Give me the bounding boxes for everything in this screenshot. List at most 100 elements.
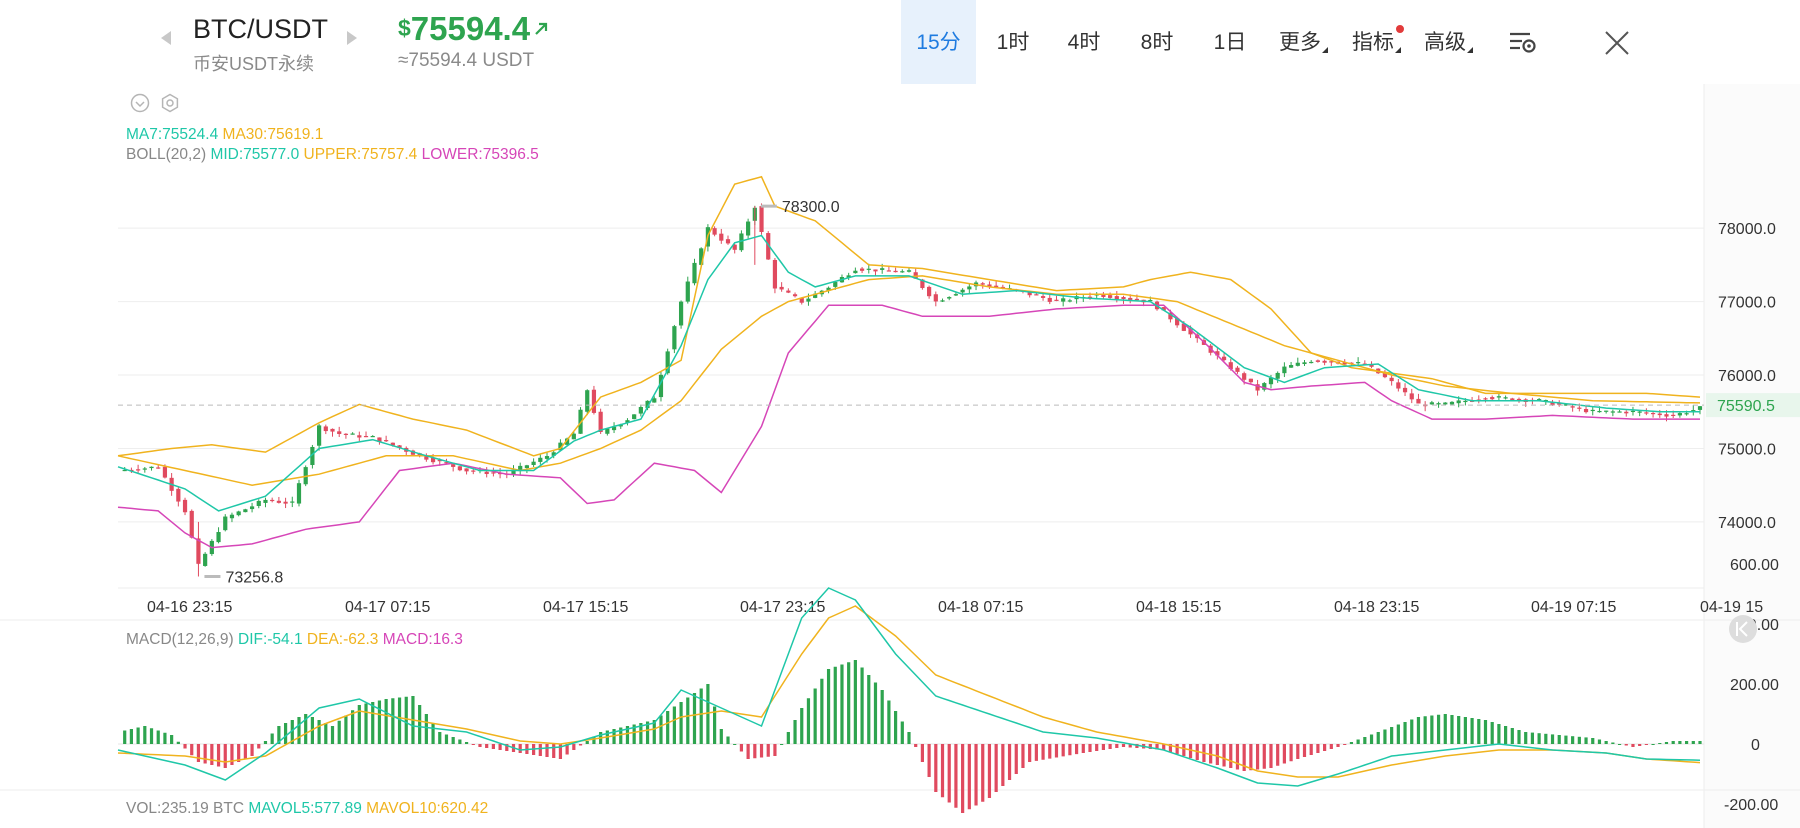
macd-bar [572, 744, 576, 750]
tab-8h[interactable]: 8时 [1140, 31, 1174, 54]
price-tick-label: 77000.0 [1718, 295, 1776, 312]
macd-bar [793, 720, 797, 744]
macd-bar [1081, 744, 1085, 753]
macd-bar [1684, 741, 1689, 744]
candle-body [933, 294, 938, 302]
macd-bar [1443, 714, 1447, 744]
boll-legend: BOLL(20,2) MID:75577.0 UPPER:75757.4 LOW… [126, 146, 539, 164]
macd-bar [545, 744, 549, 757]
macd-bar [1470, 718, 1474, 744]
macd-bar [806, 698, 811, 744]
candle-body [162, 466, 168, 478]
indicators-dropdown-icon [1395, 47, 1401, 53]
macd-bar [1664, 742, 1669, 744]
tab-15m[interactable]: 15分 [901, 0, 976, 84]
candle-body [1329, 361, 1334, 363]
candle-body [1483, 398, 1488, 400]
candle-body [591, 389, 597, 413]
collapse-icon-arrow [1738, 621, 1748, 637]
macd-bar [464, 742, 469, 744]
candle-body [652, 398, 657, 403]
macd-bar [176, 741, 180, 744]
exchange-label: 币安USDT永续 [193, 54, 314, 74]
candle-body [1543, 400, 1548, 402]
macd-bar [1571, 736, 1575, 744]
macd-bar [1028, 744, 1032, 762]
macd-bar [1215, 744, 1219, 765]
close-icon[interactable] [1604, 30, 1630, 61]
trading-pair[interactable]: BTC/USDT [193, 14, 328, 44]
macd-bar [773, 744, 777, 756]
candle-body [1590, 409, 1595, 412]
macd-bar [1624, 744, 1628, 746]
gear-icon[interactable] [160, 93, 180, 118]
chevron-right-icon[interactable] [344, 28, 360, 48]
macd-bar [552, 744, 556, 758]
chevron-left-icon[interactable] [158, 28, 174, 48]
macd-bar [1007, 744, 1012, 780]
candle-body [585, 390, 590, 412]
macd-bar [1289, 744, 1293, 762]
macd-bar [1369, 734, 1374, 744]
macd-bar [1356, 739, 1360, 744]
candle-body [638, 407, 643, 414]
candle-body [323, 426, 328, 432]
macd-bar [632, 724, 636, 744]
candle-body [953, 294, 959, 296]
candle-body [1402, 387, 1408, 393]
ma-legend: MA7:75524.4 MA30:75619.1 [126, 126, 323, 144]
macd-bar [558, 744, 563, 759]
macd-bar [304, 714, 308, 744]
macd-bar [1108, 744, 1112, 749]
candle-body [236, 511, 241, 516]
macd-bar [1249, 744, 1253, 771]
macd-bar [1504, 726, 1508, 744]
candle-body [363, 435, 369, 438]
candle-body [1557, 403, 1562, 405]
chart-settings-icon[interactable] [1508, 30, 1538, 61]
candle-body [1282, 366, 1287, 374]
tab-indicators[interactable]: 指标 [1352, 31, 1394, 54]
macd-bar [190, 744, 194, 756]
time-tick-label: 04-18 15:15 [1136, 599, 1222, 616]
tab-advanced[interactable]: 高级 [1424, 31, 1466, 54]
macd-bar [1530, 732, 1535, 744]
collapse-icon [1729, 615, 1757, 643]
macd-bar [1537, 733, 1541, 744]
kline-chart[interactable]: 74000.0 75000.0 76000.0 77000.0 78000.0 04-16… [0, 84, 1800, 828]
candle-body [1128, 297, 1133, 300]
boll-upper-line [117, 175, 1701, 457]
macd-bar [1410, 719, 1414, 744]
candle-body [1429, 402, 1434, 405]
candle-body [1168, 312, 1173, 320]
macd-bar [753, 744, 757, 759]
macd-bar [860, 667, 864, 744]
tab-1h[interactable]: 1时 [996, 31, 1030, 54]
candle-body [136, 469, 141, 471]
candle-body [437, 460, 442, 462]
candle-body [1630, 410, 1636, 413]
candle-body [249, 506, 255, 510]
macd-bar [438, 732, 442, 744]
macd-bar [1014, 744, 1018, 774]
tab-1d[interactable]: 1日 [1213, 31, 1247, 54]
candle-body [940, 300, 945, 302]
macd-bar [324, 723, 328, 744]
macd-legend: MACD(12,26,9) DIF:-54.1 DEA:-62.3 MACD:1… [126, 631, 463, 649]
macd-bar [1115, 744, 1119, 748]
macd-bar [1517, 730, 1521, 744]
macd-bar [692, 693, 697, 744]
tab-more[interactable]: 更多 [1279, 31, 1321, 54]
candle-body [598, 411, 603, 432]
candle-body [1677, 413, 1682, 416]
macd-bar [1074, 744, 1079, 755]
eye-icon[interactable] [130, 93, 150, 118]
time-tick-label: 04-17 07:15 [345, 599, 431, 616]
macd-bar [1423, 716, 1427, 744]
candle-body [859, 268, 865, 271]
macd-bar [1269, 744, 1273, 768]
tab-4h[interactable]: 4时 [1067, 31, 1101, 54]
candle-body [779, 286, 784, 290]
candle-body [866, 268, 871, 270]
macd-bar [149, 728, 154, 744]
